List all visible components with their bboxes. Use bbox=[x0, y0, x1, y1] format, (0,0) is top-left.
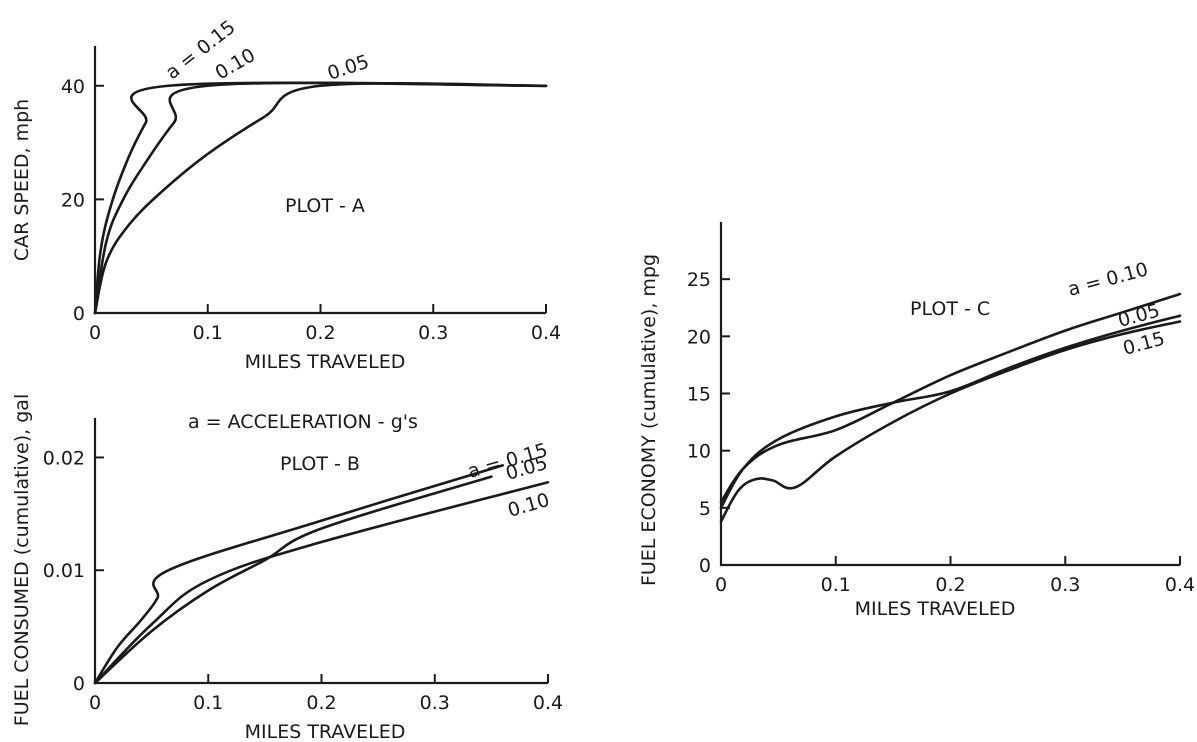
plot-a-xlabel: MILES TRAVELED bbox=[245, 351, 406, 373]
plot-b-curves bbox=[93, 464, 550, 685]
plot-c-axes bbox=[719, 222, 1181, 567]
plot-a-ylabel: CAR SPEED, mph bbox=[11, 99, 33, 261]
plot-a-xtick-label: 0.1 bbox=[193, 322, 223, 344]
plot-c-ytick-label: 5 bbox=[699, 498, 711, 520]
plot-a-series-line-2 bbox=[93, 81, 548, 315]
plot-b-series-line-2 bbox=[93, 480, 550, 685]
plot-c-xtick-label: 0.4 bbox=[1165, 574, 1195, 596]
plot-a: 0 0.1 0.2 0.3 0.4 0 20 40 PLOT - A MILES TRAVEL… bbox=[11, 16, 561, 373]
plot-a-ytick-label: 40 bbox=[61, 76, 85, 98]
plot-b-xtick-label: 0.1 bbox=[193, 692, 223, 714]
plot-b: 0 0.1 0.2 0.3 0.4 0 0.01 0.02 a = ACCELERATION … bbox=[11, 394, 563, 742]
plot-c-series-line-1 bbox=[719, 314, 1182, 510]
plot-c-xtick-label: 0.2 bbox=[935, 574, 965, 596]
plot-a-ytick-label: 20 bbox=[61, 189, 85, 211]
plot-a-xtick-label: 0.2 bbox=[305, 322, 335, 344]
plot-b-tick-labels: 0 0.1 0.2 0.3 0.4 0 0.01 0.02 bbox=[43, 447, 563, 714]
plot-a-xtick-label: 0.4 bbox=[531, 322, 561, 344]
plot-c-curves bbox=[719, 292, 1182, 523]
plot-a-series-line-1 bbox=[93, 81, 548, 315]
plot-c-series-label-0: a = 0.10 bbox=[1066, 258, 1151, 300]
plot-b-xtick-label: 0.2 bbox=[306, 692, 336, 714]
plot-b-annotation: PLOT - B bbox=[280, 453, 360, 475]
plot-b-ylabel: FUEL CONSUMED (cumulative), gal bbox=[11, 394, 33, 726]
plot-b-series-line-1 bbox=[93, 475, 493, 685]
plot-c-ytick-label: 15 bbox=[687, 384, 711, 406]
plot-b-xtick-label: 0.3 bbox=[420, 692, 450, 714]
plot-c-tick-labels: 0 0.1 0.2 0.3 0.4 0 5 10 15 20 25 bbox=[687, 269, 1195, 596]
plot-b-xtick-label: 0.4 bbox=[533, 692, 563, 714]
plot-c-xtick-label: 0.3 bbox=[1050, 574, 1080, 596]
plot-c-xlabel: MILES TRAVELED bbox=[855, 598, 1016, 620]
plot-b-xlabel: MILES TRAVELED bbox=[245, 721, 406, 742]
plot-c-ytick-label: 10 bbox=[687, 441, 711, 463]
plot-c-series-line-0 bbox=[719, 292, 1182, 504]
plot-c-ylabel: FUEL ECONOMY (cumulative), mpg bbox=[638, 254, 660, 586]
plot-c-xtick-label: 0 bbox=[715, 574, 727, 596]
plot-c-annotation: PLOT - C bbox=[910, 298, 990, 320]
plot-b-ytick-label: 0.01 bbox=[43, 560, 85, 582]
plot-b-series-label-2: 0.10 bbox=[505, 489, 552, 522]
plot-c-ytick-label: 20 bbox=[687, 326, 711, 348]
acceleration-note: a = ACCELERATION - g's bbox=[188, 411, 418, 433]
plot-a-tick-labels: 0 0.1 0.2 0.3 0.4 0 20 40 bbox=[61, 76, 561, 344]
plot-a-series-label-2: 0.05 bbox=[325, 51, 372, 85]
plot-b-ytick-label: 0 bbox=[73, 673, 85, 695]
plot-a-curves bbox=[93, 81, 548, 315]
plot-c-xtick-label: 0.1 bbox=[821, 574, 851, 596]
plot-a-series-label-1: 0.10 bbox=[212, 44, 260, 84]
plot-c: 0 0.1 0.2 0.3 0.4 0 5 10 15 20 25 PLOT - C MILES T… bbox=[638, 222, 1195, 620]
plot-c-ytick-label: 25 bbox=[687, 269, 711, 291]
plot-a-ytick-label: 0 bbox=[73, 303, 85, 325]
plot-c-ytick-label: 0 bbox=[699, 555, 711, 577]
plot-b-series-line-0 bbox=[93, 464, 504, 685]
plot-a-xtick-label: 0.3 bbox=[418, 322, 448, 344]
plot-a-xtick-label: 0 bbox=[89, 322, 101, 344]
plot-c-series-line-2 bbox=[719, 320, 1182, 523]
plot-a-annotation: PLOT - A bbox=[285, 195, 365, 217]
plot-b-xtick-label: 0 bbox=[89, 692, 101, 714]
plot-b-ytick-label: 0.02 bbox=[43, 447, 85, 469]
